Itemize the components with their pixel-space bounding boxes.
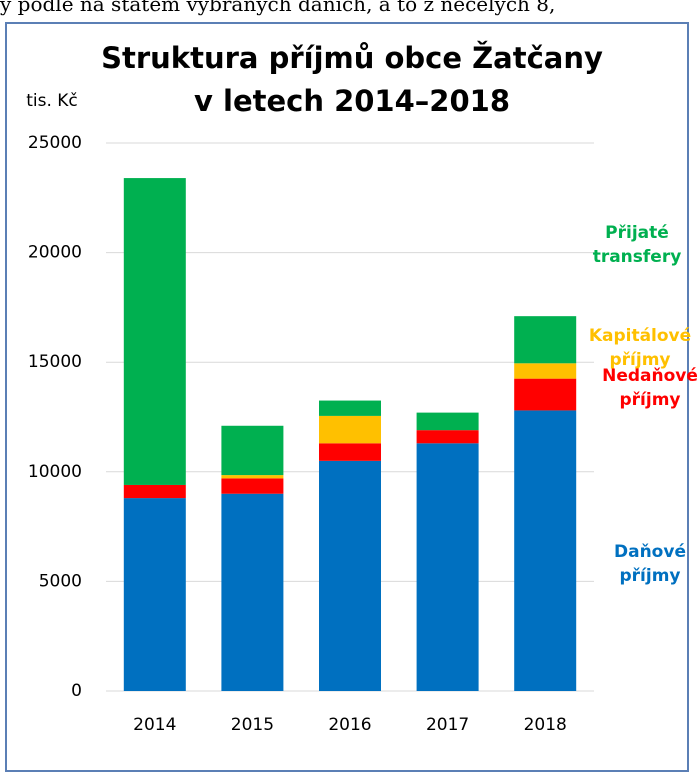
bar-segment xyxy=(514,378,577,411)
chart-title: Struktura příjmů obce Žatčany xyxy=(101,41,603,75)
y-tick-label: 15000 xyxy=(28,352,82,372)
x-tick-label: 2015 xyxy=(231,715,274,735)
y-tick-label: 10000 xyxy=(28,462,82,482)
bar-segment xyxy=(221,478,284,494)
bar-segment xyxy=(319,443,381,461)
x-tick-label: 2016 xyxy=(328,715,371,735)
legend-label: Daňové příjmy xyxy=(614,542,686,586)
bar-segment xyxy=(416,412,479,431)
y-tick-label: 25000 xyxy=(28,133,82,153)
bar-segment xyxy=(416,430,479,444)
bar-segment xyxy=(514,363,577,379)
legend-label: Nedaňové příjmy xyxy=(602,366,697,410)
bar-segment xyxy=(221,425,284,476)
bar-segment xyxy=(221,475,284,479)
y-tick-label: 5000 xyxy=(39,571,82,591)
y-tick-label: 20000 xyxy=(28,243,82,263)
header-text: y podle na státem vybraných daních, a to… xyxy=(0,0,556,16)
bar-segment xyxy=(319,460,381,691)
y-axis-label: tis. Kč xyxy=(26,91,78,111)
x-tick-label: 2018 xyxy=(524,715,567,735)
legend-label: Kapitálové příjmy xyxy=(588,326,692,370)
bar-segment xyxy=(514,410,577,691)
bar-segment xyxy=(319,415,381,444)
y-tick-label: 0 xyxy=(71,681,82,701)
bar-segment xyxy=(123,484,186,499)
bar-segment xyxy=(123,498,186,691)
bar-segment xyxy=(319,400,381,416)
x-tick-label: 2017 xyxy=(426,715,469,735)
legend-label: Přijaté transfery xyxy=(592,223,682,267)
chart-title: v letech 2014–2018 xyxy=(194,84,510,118)
bar-segment xyxy=(416,443,479,691)
bar-segment xyxy=(123,178,186,485)
bar-segment xyxy=(221,493,284,691)
x-tick-label: 2014 xyxy=(133,715,176,735)
bar-segment xyxy=(514,316,577,364)
